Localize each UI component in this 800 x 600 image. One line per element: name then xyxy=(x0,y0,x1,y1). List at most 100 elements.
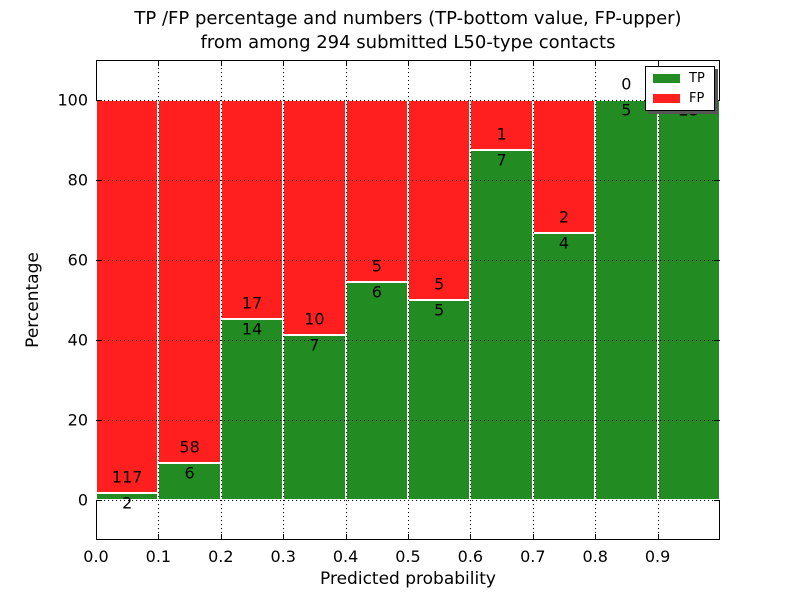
legend-entry-tp: TP xyxy=(653,71,705,86)
bar-segment-fp xyxy=(345,100,408,282)
x-axis-tick-label: 0.9 xyxy=(644,547,671,566)
x-axis-label: Predicted probability xyxy=(320,569,496,589)
bar-segment-fp xyxy=(96,100,159,494)
bar-segment-tp xyxy=(532,233,596,500)
y-tick-mark xyxy=(96,500,102,501)
bar-value-label-fp: 17 xyxy=(241,293,263,313)
y-axis-tick-label: 60 xyxy=(67,250,88,270)
y-axis-tick-label: 40 xyxy=(67,330,88,350)
x-axis-tick-label: 0.4 xyxy=(332,547,359,566)
x-axis-tick-label: 0.0 xyxy=(83,547,109,566)
x-tick-mark xyxy=(345,534,347,540)
gridline-vertical xyxy=(470,60,472,540)
x-tick-mark xyxy=(470,534,472,540)
x-tick-mark xyxy=(470,60,472,66)
gridline-vertical xyxy=(595,60,597,540)
x-axis-tick-label: 0.2 xyxy=(208,547,234,566)
x-tick-mark xyxy=(657,534,659,540)
bar-value-label-fp: 117 xyxy=(111,467,143,487)
gridline-vertical xyxy=(408,60,409,540)
x-tick-mark xyxy=(657,60,659,66)
bar-value-label-fp: 2 xyxy=(558,207,570,227)
bar-segment-fp xyxy=(408,100,471,300)
bar-segment-tp xyxy=(158,462,221,500)
gridline-vertical xyxy=(532,60,534,540)
x-tick-mark xyxy=(96,534,97,540)
y-axis-tick-label: 100 xyxy=(57,90,88,110)
x-axis-tick-label: 0.6 xyxy=(457,547,484,566)
x-tick-mark xyxy=(532,534,534,540)
bar-value-label-fp: 1 xyxy=(496,124,507,144)
plot-area: 117258617141075655172405023 xyxy=(96,60,720,540)
bar-value-label-tp: 4 xyxy=(558,233,570,253)
gridline-vertical xyxy=(158,60,160,540)
gridline-vertical xyxy=(657,60,659,540)
bar-value-label-tp: 7 xyxy=(496,150,507,170)
y-tick-mark xyxy=(96,340,102,341)
bar-value-label-tp: 6 xyxy=(371,282,382,302)
x-axis-tick-label: 0.7 xyxy=(520,547,546,566)
gridline-vertical xyxy=(283,60,285,540)
bar-segment-tp xyxy=(283,335,346,500)
bar-segment-fp xyxy=(283,100,346,336)
legend-swatch-tp-icon xyxy=(653,74,680,83)
y-tick-mark xyxy=(714,100,720,101)
bar-segment-tp xyxy=(657,100,720,500)
x-tick-mark xyxy=(345,60,347,66)
legend-entry-fp: FP xyxy=(653,91,705,106)
y-tick-mark xyxy=(96,420,102,421)
y-tick-mark xyxy=(96,100,102,101)
chart-title: TP /FP percentage and numbers (TP-bottom… xyxy=(96,7,720,55)
gridline-vertical xyxy=(345,60,347,540)
y-axis-label: Percentage xyxy=(23,252,43,348)
bar-value-label-tp: 2 xyxy=(122,493,133,513)
bar-value-label-tp: 14 xyxy=(241,319,263,339)
x-axis-tick-label: 0.5 xyxy=(395,547,421,566)
bar-value-label-tp: 7 xyxy=(309,335,320,355)
bar-segment-tp xyxy=(470,150,533,500)
legend: TP FP xyxy=(645,66,715,111)
chart-title-line1: TP /FP percentage and numbers (TP-bottom… xyxy=(134,8,682,29)
y-axis-tick-label: 80 xyxy=(67,170,88,190)
x-tick-mark xyxy=(96,60,97,66)
y-axis-tick-label: 0 xyxy=(77,490,88,510)
x-tick-mark xyxy=(158,534,160,540)
bar-value-label-fp: 10 xyxy=(304,309,325,329)
bar-segment-tp xyxy=(96,493,159,500)
gridline-vertical xyxy=(220,60,222,540)
y-tick-mark xyxy=(714,500,720,501)
x-tick-mark xyxy=(283,60,285,66)
legend-label-fp: FP xyxy=(689,91,705,106)
x-axis-tick-label: 0.3 xyxy=(270,547,296,566)
bar-segment-fp xyxy=(158,100,221,463)
bar-segment-tp xyxy=(220,319,284,500)
x-axis-tick-label: 0.1 xyxy=(145,547,172,566)
legend-label-tp: TP xyxy=(689,71,705,86)
bar-value-label-tp: 5 xyxy=(621,100,632,120)
legend-swatch-fp-icon xyxy=(653,94,680,103)
x-tick-mark xyxy=(220,60,222,66)
y-tick-mark xyxy=(714,260,720,261)
x-tick-mark xyxy=(719,60,720,66)
y-tick-mark xyxy=(714,340,720,341)
y-tick-mark xyxy=(96,180,102,181)
bar-value-label-fp: 0 xyxy=(621,74,632,94)
y-tick-mark xyxy=(96,260,102,261)
bar-segment-fp xyxy=(220,100,284,320)
chart-title-line2: from among 294 submitted L50-type contac… xyxy=(200,32,616,53)
y-axis-tick-label: 20 xyxy=(67,410,88,430)
x-tick-mark xyxy=(408,60,409,66)
x-tick-mark xyxy=(220,534,222,540)
x-tick-mark xyxy=(595,60,597,66)
bar-value-label-tp: 5 xyxy=(434,300,445,320)
bar-value-label-fp: 5 xyxy=(434,274,445,294)
x-tick-mark xyxy=(719,534,720,540)
bar-segment-tp xyxy=(408,300,471,500)
x-axis-tick-label: 0.8 xyxy=(582,547,608,566)
bar-segment-tp xyxy=(345,281,408,500)
x-tick-mark xyxy=(158,60,160,66)
x-tick-mark xyxy=(283,534,285,540)
bar-value-label-tp: 6 xyxy=(184,463,195,482)
bar-value-label-fp: 58 xyxy=(179,437,200,456)
